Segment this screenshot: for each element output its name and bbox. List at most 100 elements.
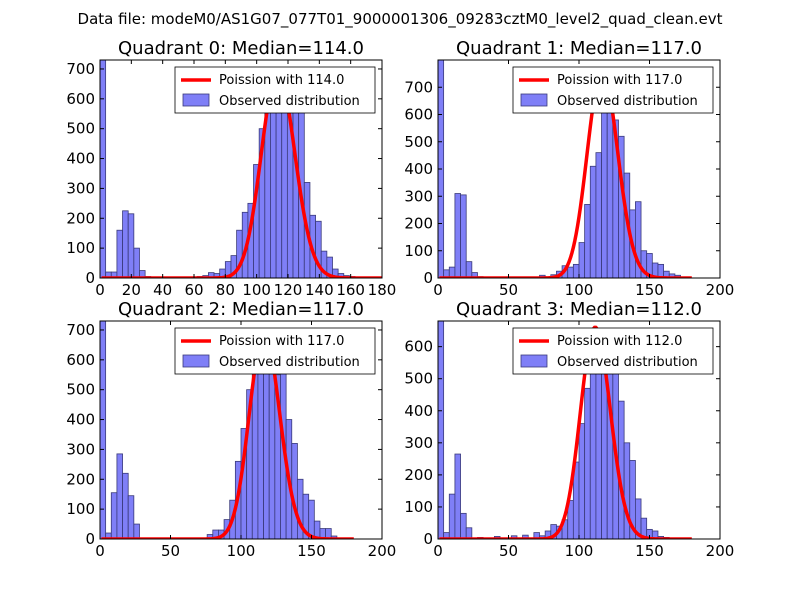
x-tick-label: 200 xyxy=(368,542,397,560)
histogram-bar xyxy=(584,387,591,539)
legend-bar-swatch xyxy=(520,93,548,107)
y-tick-label: 500 xyxy=(66,120,95,138)
histogram-bar xyxy=(454,193,461,278)
histogram-bar xyxy=(325,528,332,539)
y-tick-label: 200 xyxy=(404,466,433,484)
y-tick-label: 100 xyxy=(66,239,95,257)
histogram-bar xyxy=(454,453,461,539)
y-tick-label: 600 xyxy=(66,90,95,108)
x-tick-label: 150 xyxy=(635,542,664,560)
histogram-bar xyxy=(100,60,107,278)
histogram-bar xyxy=(116,229,123,278)
legend: Poission with 117.0 Observed distribution xyxy=(174,327,376,375)
histogram-bar xyxy=(522,534,529,539)
histogram-bar xyxy=(110,492,118,539)
y-tick-label: 200 xyxy=(404,215,433,233)
histogram-bar xyxy=(460,512,467,539)
y-tick-label: 500 xyxy=(66,381,95,399)
plot-area xyxy=(100,60,382,278)
histogram-bar xyxy=(308,499,315,539)
legend: Poission with 114.0 Observed distribution xyxy=(174,66,376,114)
y-tick-label: 0 xyxy=(85,530,95,548)
histogram-bar xyxy=(584,204,591,278)
legend-label-curve: Poission with 117.0 xyxy=(557,73,682,88)
histogram-bar xyxy=(623,442,631,539)
x-tick-label: 120 xyxy=(274,281,303,299)
y-tick-label: 200 xyxy=(66,470,95,488)
y-tick-label: 600 xyxy=(66,351,95,369)
x-tick-label: 60 xyxy=(184,281,203,299)
x-tick-label: 200 xyxy=(706,281,735,299)
histogram-bar xyxy=(122,210,129,278)
histogram-bar xyxy=(465,527,473,539)
histogram-bar xyxy=(578,423,586,539)
x-tick-label: 40 xyxy=(153,281,172,299)
histogram-bar xyxy=(133,523,140,539)
histogram-bar xyxy=(465,261,473,278)
x-tick-label: 100 xyxy=(565,542,594,560)
legend-label-hist: Observed distribution xyxy=(219,355,360,370)
poisson-curve xyxy=(101,70,382,278)
y-tick-label: 600 xyxy=(404,338,433,356)
histogram-bar xyxy=(460,194,467,278)
y-tick-label: 300 xyxy=(404,434,433,452)
y-tick-label: 400 xyxy=(66,150,95,168)
histogram-bar xyxy=(448,493,456,539)
chart-panel-2: Quadrant 2: Median=117.0 0 50 100 150 200 0 100… xyxy=(66,299,396,560)
y-tick-label: 100 xyxy=(404,242,433,260)
y-tick-label: 500 xyxy=(404,133,433,151)
x-tick-label: 150 xyxy=(635,281,664,299)
y-tick-label: 400 xyxy=(404,160,433,178)
histogram-bar xyxy=(589,368,597,539)
histogram-bar xyxy=(133,247,140,278)
x-tick-label: 80 xyxy=(216,281,235,299)
legend-label-hist: Observed distribution xyxy=(219,94,360,109)
y-tick-label: 200 xyxy=(66,209,95,227)
histogram-bar xyxy=(589,165,597,278)
histogram-bar xyxy=(567,266,574,278)
legend-bar-swatch xyxy=(182,93,210,107)
histogram-bar xyxy=(578,242,586,278)
legend-label-curve: Poission with 114.0 xyxy=(219,73,344,88)
plot-frame xyxy=(99,59,383,279)
legend-label-hist: Observed distribution xyxy=(557,94,698,109)
y-tick-label: 700 xyxy=(66,60,95,78)
histogram-bar xyxy=(438,321,445,539)
histogram-bar xyxy=(572,263,580,278)
histogram-bar xyxy=(127,495,135,539)
chart-panel-1: Quadrant 1: Median=117.0 0 50 100 150 200 0 100… xyxy=(404,38,734,299)
y-tick-label: 300 xyxy=(66,179,95,197)
x-tick-label: 50 xyxy=(499,281,518,299)
y-tick-label: 500 xyxy=(404,370,433,388)
histogram-bar xyxy=(601,108,608,278)
x-tick-label: 0 xyxy=(95,281,105,299)
y-tick-label: 700 xyxy=(66,321,95,339)
figure-suptitle: Data file: modeM0/AS1G07_077T01_90000013… xyxy=(78,10,723,29)
x-tick-label: 200 xyxy=(706,542,735,560)
histogram-bar xyxy=(270,110,277,278)
histogram-bar xyxy=(122,472,129,539)
plot-area xyxy=(100,321,355,539)
chart-title: Quadrant 1: Median=117.0 xyxy=(456,38,702,59)
histogram-bar xyxy=(127,213,135,278)
y-tick-label: 0 xyxy=(85,269,95,287)
y-tick-label: 600 xyxy=(404,106,433,124)
histogram-bar xyxy=(635,201,642,278)
legend-bar-swatch xyxy=(520,354,548,368)
legend-label-curve: Poission with 117.0 xyxy=(219,334,344,349)
histogram-bar xyxy=(595,152,602,278)
legend-label-hist: Observed distribution xyxy=(557,355,698,370)
chart-panel-3: Quadrant 3: Median=112.0 0 50 100 150 200 0 100… xyxy=(404,299,734,560)
x-tick-label: 100 xyxy=(565,281,594,299)
x-tick-label: 0 xyxy=(433,281,443,299)
legend: Poission with 117.0 Observed distribution xyxy=(512,66,714,114)
chart-title: Quadrant 0: Median=114.0 xyxy=(118,38,364,59)
x-tick-label: 50 xyxy=(161,542,180,560)
y-tick-label: 300 xyxy=(66,440,95,458)
y-tick-label: 0 xyxy=(423,530,433,548)
y-tick-label: 0 xyxy=(423,269,433,287)
histogram-bar xyxy=(275,110,283,278)
x-tick-label: 0 xyxy=(433,542,443,560)
x-tick-label: 50 xyxy=(499,542,518,560)
